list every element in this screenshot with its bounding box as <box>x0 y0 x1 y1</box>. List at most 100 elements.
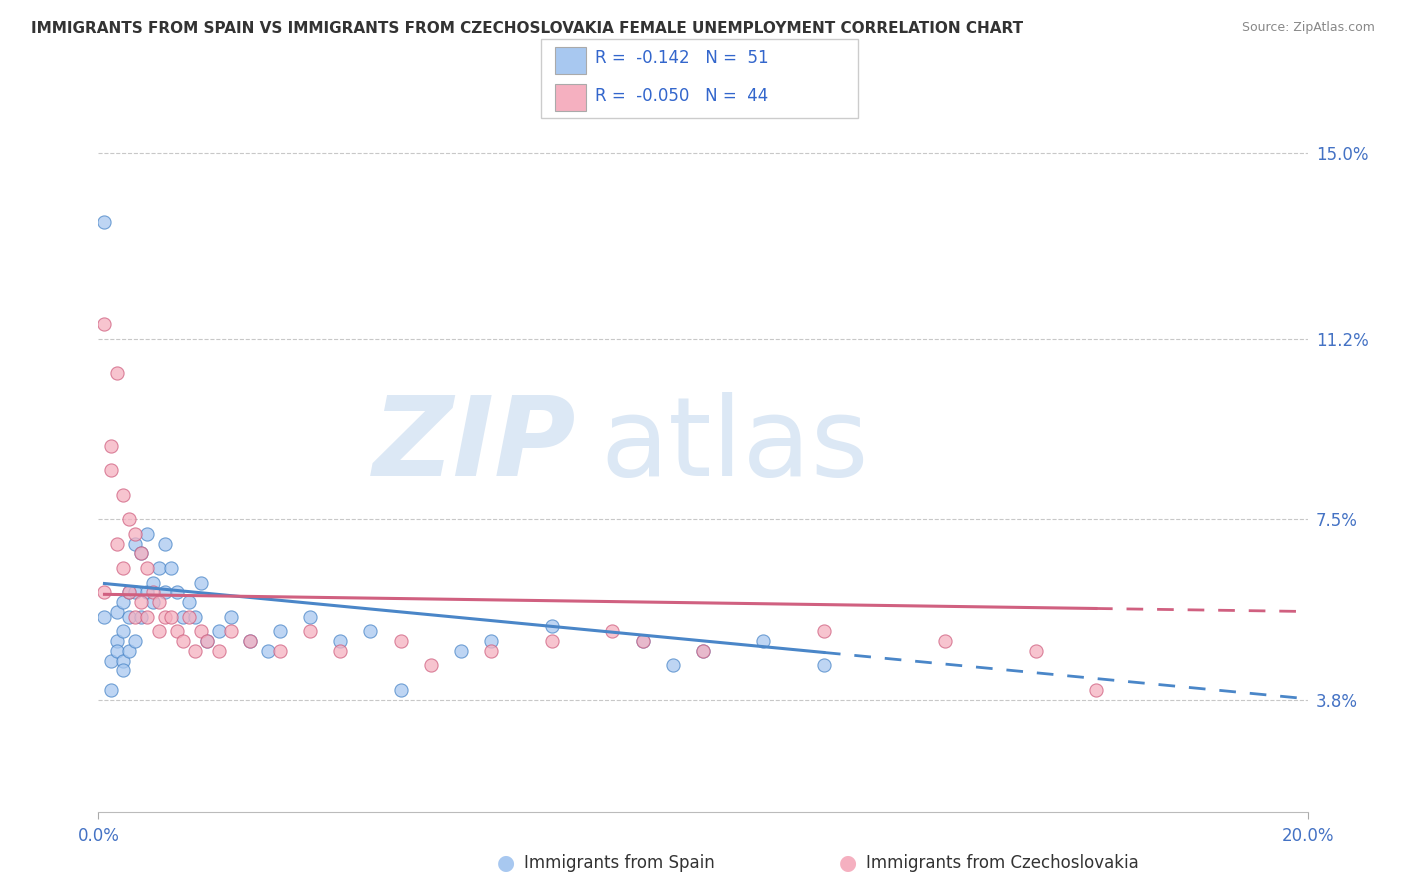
Point <box>129 595 152 609</box>
Point <box>540 634 562 648</box>
Point <box>239 634 262 648</box>
Text: ●: ● <box>839 854 856 873</box>
Point <box>118 609 141 624</box>
Text: ZIP: ZIP <box>373 392 576 500</box>
Point <box>692 644 714 658</box>
Point <box>160 561 183 575</box>
Point <box>389 634 412 648</box>
Point <box>105 536 128 550</box>
Point <box>153 585 176 599</box>
Text: ●: ● <box>498 854 515 873</box>
Point <box>100 682 122 697</box>
Point <box>100 439 122 453</box>
Point <box>153 609 176 624</box>
Point <box>195 634 218 648</box>
Point <box>752 634 775 648</box>
Point <box>256 644 278 658</box>
Text: atlas: atlas <box>600 392 869 500</box>
Point <box>184 609 207 624</box>
Point <box>179 595 201 609</box>
Point <box>129 609 152 624</box>
Point <box>329 644 352 658</box>
Point <box>111 654 134 668</box>
Point <box>239 634 262 648</box>
Text: R =  -0.050   N =  44: R = -0.050 N = 44 <box>595 87 768 105</box>
Point <box>208 644 231 658</box>
Text: R =  -0.142   N =  51: R = -0.142 N = 51 <box>595 49 768 67</box>
Point <box>142 595 165 609</box>
Point <box>481 644 503 658</box>
Point <box>129 546 152 560</box>
Point <box>142 575 165 590</box>
Point <box>813 658 835 673</box>
Point <box>100 463 122 477</box>
Point <box>195 634 218 648</box>
Point <box>153 536 176 550</box>
Point <box>329 634 352 648</box>
Point <box>118 585 141 599</box>
Point <box>299 624 322 639</box>
Point <box>221 609 243 624</box>
Point <box>105 644 128 658</box>
Point <box>124 585 146 599</box>
Point <box>631 634 654 648</box>
Point <box>269 624 291 639</box>
Point <box>269 644 291 658</box>
Point <box>190 575 212 590</box>
Point <box>179 609 201 624</box>
Point <box>299 609 322 624</box>
Point <box>93 609 115 624</box>
Point <box>111 561 134 575</box>
Point <box>148 561 170 575</box>
Text: Immigrants from Spain: Immigrants from Spain <box>524 855 716 872</box>
Point <box>111 595 134 609</box>
Text: Source: ZipAtlas.com: Source: ZipAtlas.com <box>1241 21 1375 35</box>
Point <box>661 658 683 673</box>
Point <box>124 609 146 624</box>
Point <box>148 595 170 609</box>
Point <box>118 585 141 599</box>
Point <box>111 624 134 639</box>
Point <box>135 561 157 575</box>
Point <box>166 624 188 639</box>
Point <box>118 644 141 658</box>
Point <box>450 644 472 658</box>
Point <box>389 682 412 697</box>
Point <box>148 624 170 639</box>
Point <box>420 658 443 673</box>
Point <box>172 609 194 624</box>
Point <box>93 585 115 599</box>
Point <box>934 634 956 648</box>
Point <box>184 644 207 658</box>
Point <box>602 624 624 639</box>
Point <box>135 609 157 624</box>
Point <box>135 585 157 599</box>
Point <box>93 317 115 331</box>
Point <box>129 546 152 560</box>
Point <box>208 624 231 639</box>
Point <box>190 624 212 639</box>
Point <box>105 366 128 380</box>
Text: Immigrants from Czechoslovakia: Immigrants from Czechoslovakia <box>866 855 1139 872</box>
Point <box>135 526 157 541</box>
Point <box>142 585 165 599</box>
Point <box>118 512 141 526</box>
Point <box>481 634 503 648</box>
Point <box>1085 682 1108 697</box>
Point <box>692 644 714 658</box>
Point <box>111 488 134 502</box>
Point <box>105 634 128 648</box>
Point <box>172 634 194 648</box>
Point <box>221 624 243 639</box>
Point <box>124 526 146 541</box>
Point <box>631 634 654 648</box>
Point <box>124 536 146 550</box>
Point <box>1024 644 1046 658</box>
Text: IMMIGRANTS FROM SPAIN VS IMMIGRANTS FROM CZECHOSLOVAKIA FEMALE UNEMPLOYMENT CORR: IMMIGRANTS FROM SPAIN VS IMMIGRANTS FROM… <box>31 21 1024 37</box>
Point <box>111 663 134 677</box>
Point <box>166 585 188 599</box>
Point <box>540 619 562 633</box>
Point <box>105 605 128 619</box>
Point <box>100 654 122 668</box>
Point <box>160 609 183 624</box>
